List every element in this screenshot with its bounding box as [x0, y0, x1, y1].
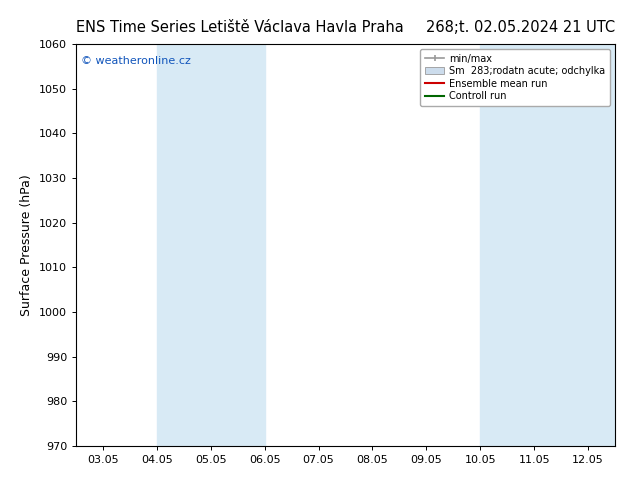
Y-axis label: Surface Pressure (hPa): Surface Pressure (hPa) — [20, 174, 34, 316]
Bar — [157, 44, 265, 446]
Text: ENS Time Series Letiště Václava Havla Praha: ENS Time Series Letiště Václava Havla Pr… — [76, 20, 404, 35]
Text: 268;t. 02.05.2024 21 UTC: 268;t. 02.05.2024 21 UTC — [426, 20, 615, 35]
Text: © weatheronline.cz: © weatheronline.cz — [81, 56, 191, 66]
Legend: min/max, Sm  283;rodatn acute; odchylka, Ensemble mean run, Controll run: min/max, Sm 283;rodatn acute; odchylka, … — [420, 49, 610, 106]
Bar — [481, 44, 615, 446]
